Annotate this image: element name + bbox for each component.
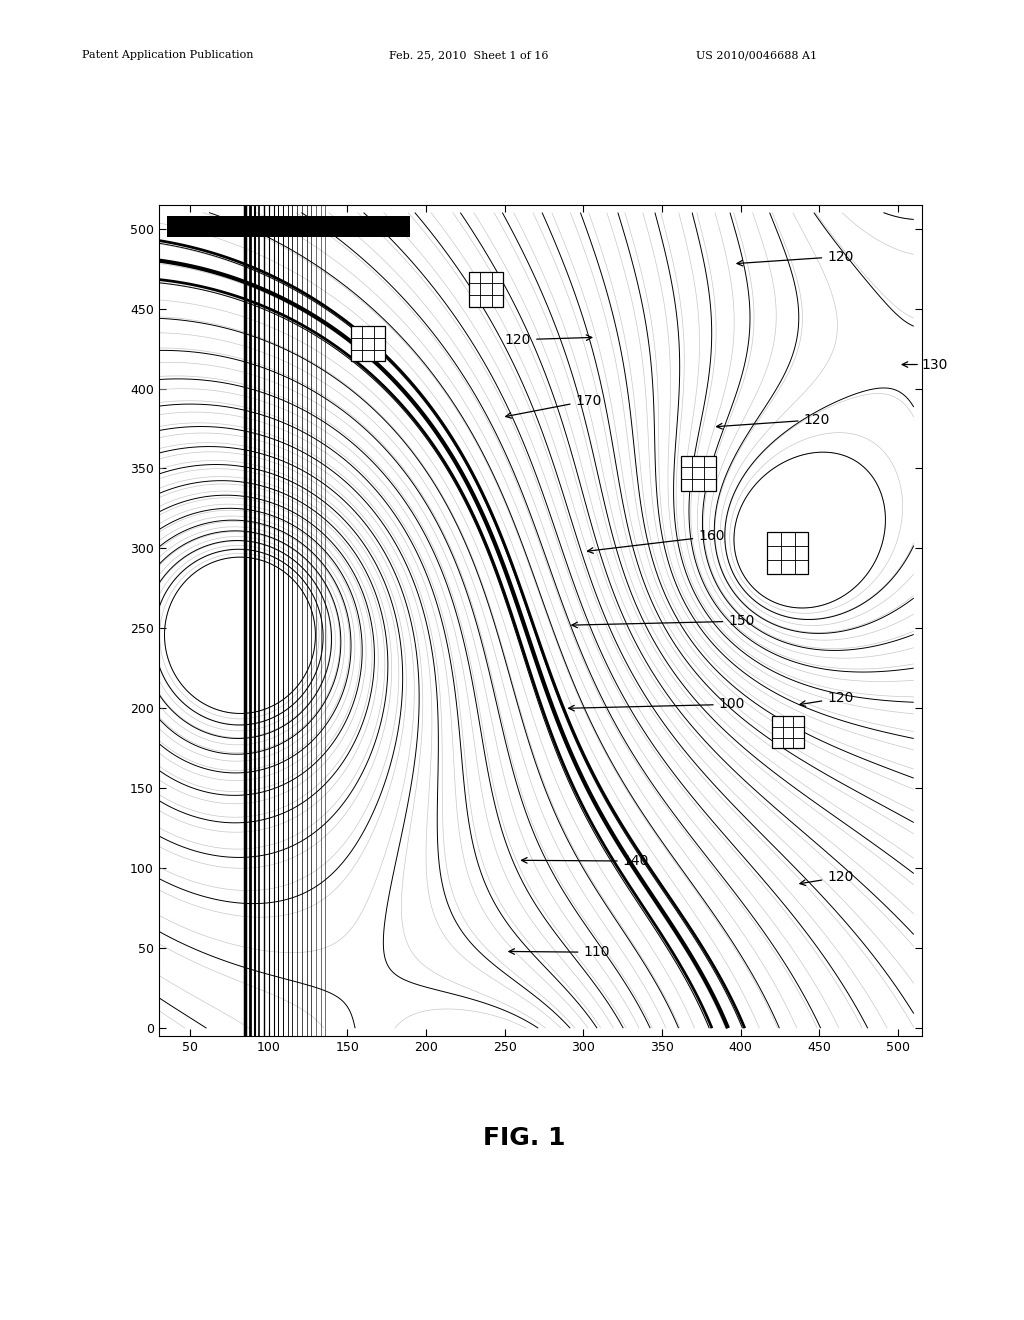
Text: 110: 110 [509,945,610,960]
Bar [767,532,808,574]
Text: Patent Application Publication: Patent Application Publication [82,50,253,61]
Text: 120: 120 [737,249,854,265]
Text: 160: 160 [588,529,725,553]
Text: 120: 120 [505,333,592,347]
Text: Feb. 25, 2010  Sheet 1 of 16: Feb. 25, 2010 Sheet 1 of 16 [389,50,549,61]
Text: 170: 170 [506,393,602,418]
Text: 100: 100 [568,697,745,711]
Text: 120: 120 [800,690,854,706]
Bar [681,455,716,491]
Text: 130: 130 [922,358,948,371]
Bar [469,272,503,308]
Text: FIG. 1: FIG. 1 [483,1126,565,1150]
Text: 150: 150 [571,614,755,628]
Text: 120: 120 [800,870,854,886]
Bar [772,717,804,748]
Text: 120: 120 [717,413,830,429]
Text: 140: 140 [521,854,649,869]
Bar [350,326,385,362]
Bar [167,215,411,236]
Text: US 2010/0046688 A1: US 2010/0046688 A1 [696,50,817,61]
